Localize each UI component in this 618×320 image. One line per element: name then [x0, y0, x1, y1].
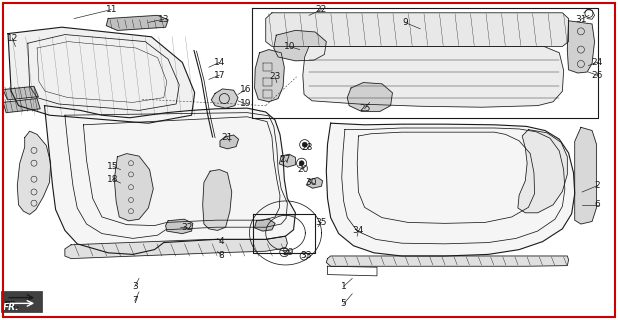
Text: 26: 26 — [591, 71, 603, 80]
Text: 5: 5 — [341, 300, 347, 308]
Text: 19: 19 — [240, 100, 252, 108]
Text: 34: 34 — [353, 226, 364, 235]
Text: 7: 7 — [132, 296, 138, 305]
Text: 1: 1 — [341, 282, 347, 291]
Text: 25: 25 — [359, 104, 370, 113]
Circle shape — [302, 142, 307, 147]
Text: 32: 32 — [181, 223, 192, 232]
Polygon shape — [326, 256, 569, 266]
Text: 15: 15 — [108, 162, 119, 171]
Text: 27: 27 — [280, 156, 291, 164]
Polygon shape — [203, 170, 232, 230]
Text: 24: 24 — [591, 58, 603, 67]
Polygon shape — [274, 30, 326, 61]
Circle shape — [299, 161, 304, 166]
Text: 10: 10 — [284, 42, 295, 51]
Text: FR.: FR. — [4, 301, 20, 310]
Polygon shape — [279, 154, 295, 167]
Text: 3: 3 — [132, 282, 138, 291]
Text: 11: 11 — [106, 5, 117, 14]
Text: 28: 28 — [302, 143, 313, 152]
Polygon shape — [307, 178, 323, 188]
Polygon shape — [211, 89, 238, 108]
Text: 33: 33 — [300, 252, 311, 260]
Text: 21: 21 — [221, 133, 232, 142]
Polygon shape — [3, 99, 40, 113]
Text: 22: 22 — [316, 5, 327, 14]
Text: 9: 9 — [402, 18, 408, 27]
Text: 35: 35 — [316, 218, 327, 227]
Text: 30: 30 — [305, 178, 316, 187]
Text: 12: 12 — [7, 34, 18, 43]
Polygon shape — [17, 131, 51, 214]
Text: 29: 29 — [282, 248, 294, 257]
Text: 23: 23 — [269, 72, 281, 81]
Text: 17: 17 — [214, 71, 225, 80]
Polygon shape — [166, 219, 193, 234]
Text: 16: 16 — [240, 85, 252, 94]
Polygon shape — [518, 130, 567, 213]
Text: 31: 31 — [575, 15, 586, 24]
Text: 13: 13 — [158, 15, 169, 24]
Polygon shape — [347, 83, 392, 111]
Text: 14: 14 — [214, 58, 225, 67]
Polygon shape — [326, 123, 575, 256]
Text: FR.: FR. — [3, 303, 20, 312]
Text: 6: 6 — [595, 200, 601, 209]
Text: 8: 8 — [218, 252, 224, 260]
Polygon shape — [220, 135, 239, 149]
Polygon shape — [303, 46, 564, 107]
Text: 4: 4 — [218, 237, 224, 246]
Polygon shape — [266, 13, 569, 46]
Text: 2: 2 — [595, 181, 601, 190]
FancyBboxPatch shape — [1, 291, 42, 312]
Polygon shape — [65, 236, 287, 259]
Polygon shape — [255, 50, 284, 102]
Text: 18: 18 — [108, 175, 119, 184]
Polygon shape — [3, 86, 38, 100]
Polygon shape — [44, 106, 295, 254]
Polygon shape — [8, 27, 195, 123]
Polygon shape — [567, 21, 595, 73]
Polygon shape — [106, 15, 168, 30]
Text: 20: 20 — [297, 165, 308, 174]
Polygon shape — [255, 219, 275, 231]
Polygon shape — [114, 154, 153, 221]
Polygon shape — [575, 127, 596, 224]
